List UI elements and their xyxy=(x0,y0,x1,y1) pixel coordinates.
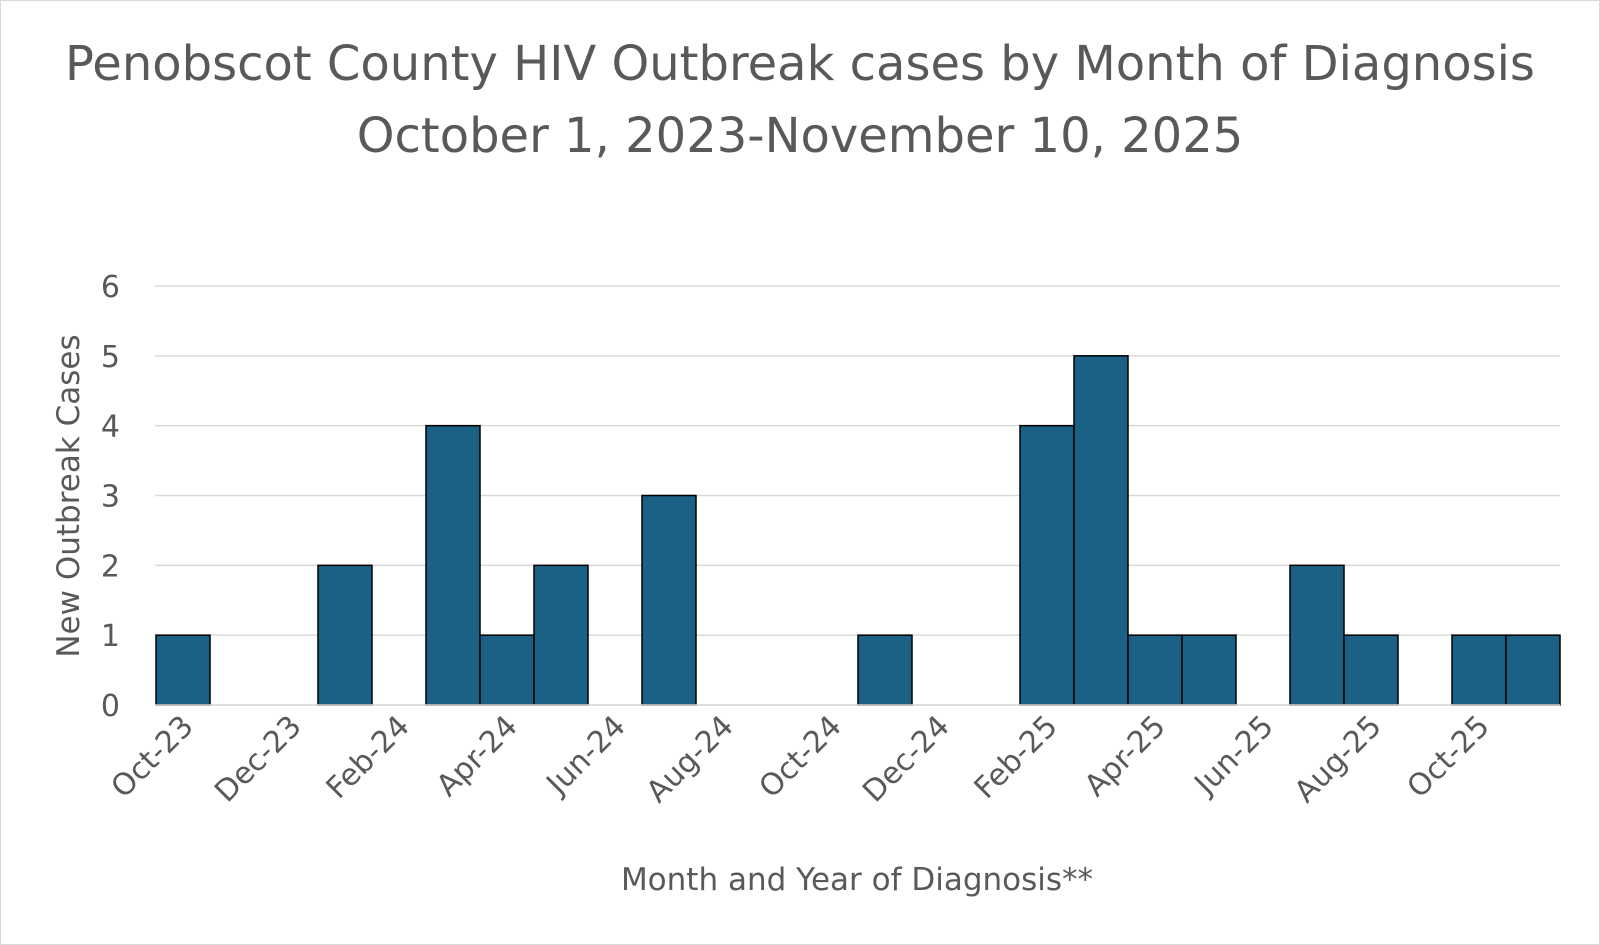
bar-May-25 xyxy=(1181,634,1237,706)
x-tick-label: Dec-24 xyxy=(856,709,956,809)
bar-May-24 xyxy=(533,564,589,706)
y-tick-label: 4 xyxy=(101,410,120,445)
bar-Feb-25 xyxy=(1019,424,1075,706)
x-tick-label: Apr-25 xyxy=(1078,709,1173,804)
bar-Jul-24 xyxy=(641,494,697,706)
chart-subtitle: October 1, 2023-November 10, 2025 xyxy=(356,108,1244,164)
bar-Mar-24 xyxy=(425,424,481,706)
bar-Aug-25 xyxy=(1343,634,1399,706)
chart-title: Penobscot County HIV Outbreak cases by M… xyxy=(65,36,1535,92)
x-tick-label: Oct-25 xyxy=(1401,709,1497,805)
y-tick-label: 3 xyxy=(101,480,120,515)
x-tick-label: Jun-25 xyxy=(1187,709,1281,803)
x-tick-label: Oct-24 xyxy=(753,709,849,805)
bar-Mar-25 xyxy=(1073,355,1129,706)
x-tick-label: Feb-24 xyxy=(320,709,417,806)
y-tick-label: 1 xyxy=(101,619,120,654)
x-axis-title: Month and Year of Diagnosis** xyxy=(621,862,1093,898)
bar-Oct-23 xyxy=(155,634,211,706)
bar-Apr-24 xyxy=(479,634,535,706)
x-tick-label: Jun-24 xyxy=(539,709,633,803)
y-tick-label: 6 xyxy=(101,270,120,305)
bar-Apr-25 xyxy=(1127,634,1183,706)
y-axis-ticks: 0 1 2 3 4 5 6 xyxy=(101,270,120,724)
y-tick-label: 5 xyxy=(101,340,120,375)
bar-Oct-25 xyxy=(1451,634,1507,706)
bar-Jul-25 xyxy=(1289,564,1345,706)
bars xyxy=(155,355,1561,706)
y-tick-label: 2 xyxy=(101,549,120,584)
x-tick-label: Feb-25 xyxy=(968,709,1065,806)
y-tick-label: 0 xyxy=(101,689,120,724)
x-axis-ticks: Oct-23 Dec-23 Feb-24 Apr-24 Jun-24 Aug-24 Oct-… xyxy=(105,709,1497,810)
bar-Nov-25 xyxy=(1505,634,1561,706)
x-tick-label: Aug-24 xyxy=(640,709,741,810)
x-tick-label: Apr-24 xyxy=(430,709,525,804)
bar-Nov-24 xyxy=(857,634,913,706)
x-tick-label: Dec-23 xyxy=(208,709,308,809)
bar-Jan-24 xyxy=(317,564,373,706)
chart-title-block: Penobscot County HIV Outbreak cases by M… xyxy=(0,28,1600,172)
x-tick-label: Aug-25 xyxy=(1288,709,1389,810)
y-axis-title: New Outbreak Cases xyxy=(51,334,87,657)
